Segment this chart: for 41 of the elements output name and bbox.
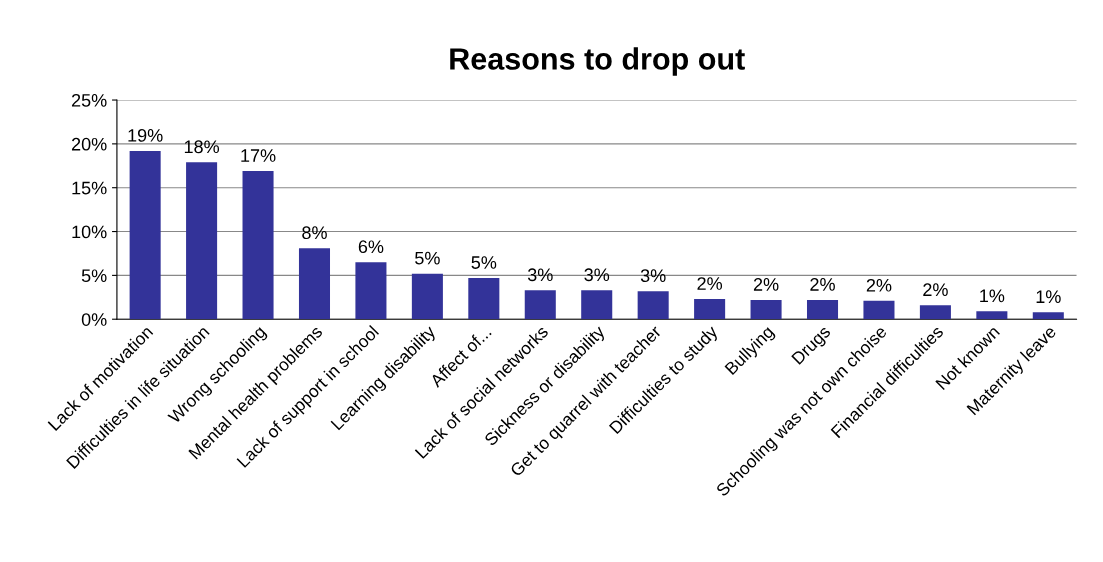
y-tick-label: 5% bbox=[81, 269, 107, 283]
data-label: 3% bbox=[527, 268, 553, 282]
y-tick-label: 20% bbox=[71, 137, 107, 151]
bar bbox=[750, 299, 782, 320]
bar bbox=[1032, 312, 1064, 320]
data-label: 19% bbox=[128, 128, 163, 142]
data-label: 5% bbox=[471, 256, 497, 269]
bar bbox=[694, 299, 726, 320]
bar bbox=[468, 278, 500, 320]
bar bbox=[581, 290, 613, 320]
bar bbox=[355, 262, 387, 320]
bar bbox=[919, 305, 951, 320]
bar bbox=[298, 248, 331, 320]
bar bbox=[186, 162, 218, 320]
y-tick-label: 15% bbox=[72, 181, 107, 195]
y-tick-label: 0% bbox=[81, 313, 107, 326]
data-label: 2% bbox=[923, 283, 948, 296]
data-label: 1% bbox=[980, 289, 1005, 303]
y-tick-label: 10% bbox=[72, 225, 107, 239]
data-label: 2% bbox=[753, 278, 779, 291]
data-label: 6% bbox=[358, 240, 384, 254]
bar bbox=[242, 171, 274, 320]
bar bbox=[411, 273, 443, 320]
data-label: 18% bbox=[184, 140, 220, 154]
data-label: 17% bbox=[241, 149, 276, 162]
bar bbox=[524, 290, 556, 320]
chart-title: Reasons to drop out bbox=[450, 47, 745, 76]
data-label: 8% bbox=[302, 226, 327, 240]
data-label: 2% bbox=[866, 278, 892, 292]
data-label: 1% bbox=[1036, 290, 1061, 304]
data-label: 3% bbox=[584, 268, 610, 282]
data-label: 5% bbox=[415, 251, 440, 265]
bar bbox=[806, 299, 839, 320]
y-tick-label: 25% bbox=[71, 93, 107, 107]
bar bbox=[976, 311, 1008, 320]
bar bbox=[863, 300, 895, 320]
bar bbox=[129, 150, 161, 320]
data-label: 2% bbox=[697, 277, 723, 290]
data-label: 2% bbox=[810, 278, 835, 291]
data-label: 3% bbox=[640, 269, 666, 283]
bar bbox=[637, 291, 669, 320]
